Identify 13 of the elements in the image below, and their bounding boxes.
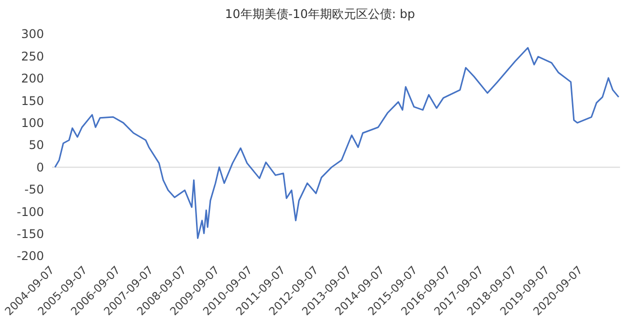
y-tick-label: -100 [16,204,44,219]
y-tick-label: -200 [16,249,44,264]
line-series [54,47,620,239]
y-tick-label: 100 [21,116,44,130]
y-tick-label: 250 [21,49,44,64]
y-tick-label: -50 [24,182,44,197]
y-tick-label: 50 [28,138,44,152]
y-tick-label: -150 [16,227,44,241]
chart-title: 10年期美债-10年期欧元区公债: bp [225,7,415,21]
y-tick-label: 200 [21,72,44,86]
y-tick-label: 0 [36,160,44,174]
y-tick-label: 150 [21,94,44,108]
y-tick-label: 300 [21,27,44,42]
